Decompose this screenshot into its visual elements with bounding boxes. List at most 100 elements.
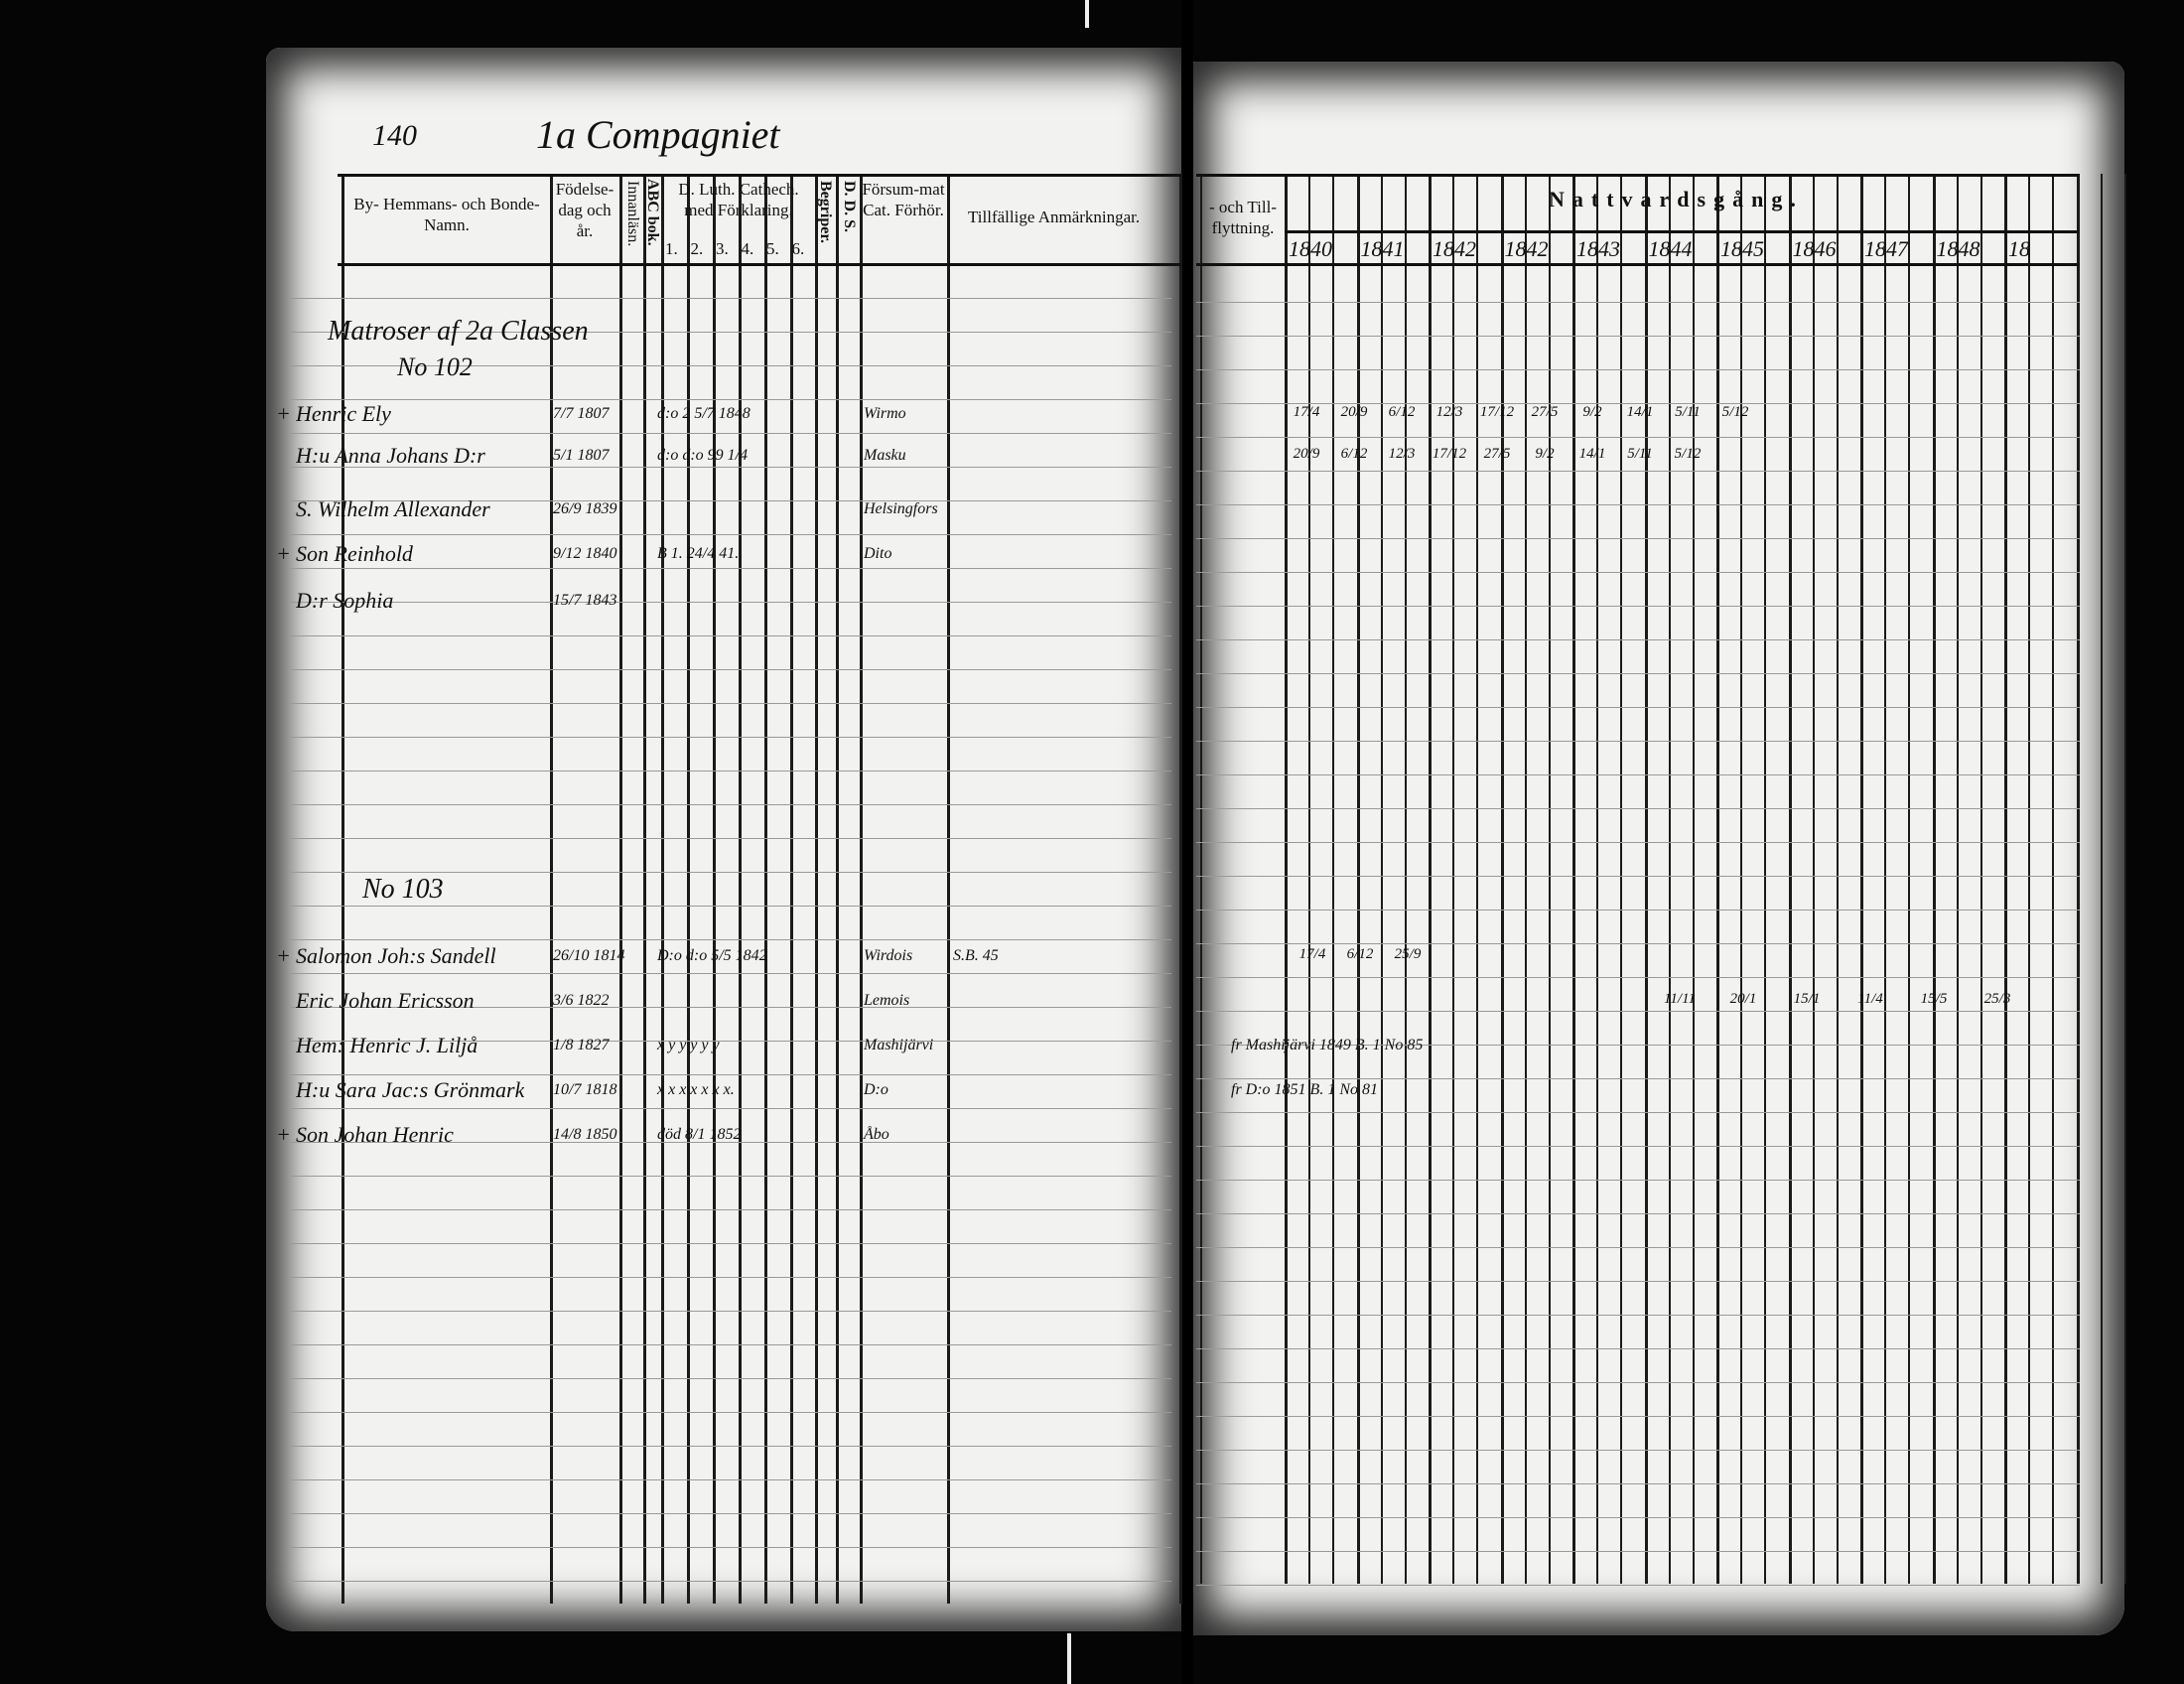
row-rule (1196, 1213, 2080, 1214)
column-rule (1200, 174, 1202, 1584)
column-rule (1332, 174, 1334, 1584)
column-rule (1644, 174, 1648, 1584)
communion-date: 17/4 (1298, 946, 1326, 962)
column-rule (661, 174, 664, 1604)
catech-part: 4. (741, 239, 754, 258)
row-rule (1196, 1112, 2080, 1113)
row-rule (288, 1378, 1171, 1379)
communion-date: 27/5 (1531, 404, 1559, 420)
communion-date: 12/3 (1388, 446, 1416, 462)
column-rule (1380, 174, 1383, 1584)
column-rule (1836, 174, 1839, 1584)
person-name: Eric Johan Ericsson (296, 988, 475, 1013)
row-rule (288, 872, 1171, 873)
column-rule (2076, 174, 2080, 1584)
catechism-marks: död 8/1 1852 (657, 1126, 742, 1143)
row-rule (1196, 977, 2080, 978)
catech-part: 6. (791, 239, 805, 258)
column-rule (550, 174, 553, 1604)
group-number: No 103 (362, 874, 444, 905)
row-rule (1196, 1315, 2080, 1316)
row-rule (1196, 639, 2080, 640)
column-rule (1500, 174, 1504, 1584)
examination-place: Helsingfors (864, 500, 938, 517)
row-rule (1196, 741, 2080, 742)
person-name: Son Johan Henric (296, 1122, 454, 1147)
header-nattvard: Nattvardsgång. (1549, 187, 1804, 211)
column-rule (739, 174, 742, 1604)
catech-part: 3. (716, 239, 729, 258)
examination-place: Masku (864, 447, 906, 464)
catech-part: 5. (766, 239, 779, 258)
examination-place: Wirdois (864, 947, 913, 964)
person-name: Henric Ely (296, 401, 391, 426)
header-rule (1196, 263, 2080, 266)
left-page (266, 48, 1184, 1631)
birth-date: 1/8 1827 (553, 1037, 610, 1053)
communion-date: 11/11 (1664, 991, 1696, 1007)
row-rule (1196, 302, 2080, 303)
communion-date: 9/2 (1582, 404, 1602, 420)
row-rule (288, 973, 1171, 974)
row-rule (1196, 876, 2080, 877)
column-rule (1908, 174, 1910, 1584)
header-name: By- Hemmans- och Bonde-Namn. (353, 195, 540, 234)
communion-date: 14/1 (1578, 446, 1606, 462)
row-rule (1196, 1045, 2080, 1046)
column-rule (643, 174, 646, 1604)
row-rule (288, 1446, 1171, 1447)
column-rule (1179, 174, 1182, 1604)
deceased-mark: + (276, 943, 291, 968)
column-rule (1884, 174, 1886, 1584)
row-rule (1196, 437, 2080, 438)
row-rule (1196, 538, 2080, 539)
column-rule (815, 174, 818, 1604)
row-rule (288, 1513, 1171, 1514)
birth-date: 9/12 1840 (553, 545, 617, 562)
row-rule (288, 399, 1171, 400)
header-anmarkningar: Tillfällige Anmärkningar. (968, 208, 1141, 226)
examination-place: Åbo (864, 1126, 889, 1143)
row-rule (288, 1547, 1171, 1548)
row-rule (288, 1209, 1171, 1210)
catechism-marks: D:o d:o 5/5 1842 (657, 947, 767, 964)
column-rule (1452, 174, 1454, 1584)
communion-date: 25/9 (1394, 946, 1422, 962)
person-name: S. Wilhelm Allexander (296, 496, 490, 521)
column-rule (1860, 174, 1863, 1584)
row-rule (288, 298, 1171, 299)
header-birth: Födelse-dag och år. (555, 180, 614, 240)
row-rule (1196, 1180, 2080, 1181)
column-rule (1979, 174, 1982, 1584)
communion-date: 12/3 (1435, 404, 1463, 420)
communion-date: 20/9 (1293, 446, 1320, 462)
birth-date: 26/9 1839 (553, 500, 617, 517)
column-rule (687, 174, 690, 1604)
column-rule (619, 174, 622, 1604)
header-rule (338, 174, 1181, 177)
row-rule (1196, 1551, 2080, 1552)
row-rule (288, 804, 1171, 805)
page-title: 1a Compagniet (536, 112, 780, 157)
catech-part: 1. (665, 239, 678, 258)
person-name: Hem: Henric J. Liljå (296, 1033, 478, 1057)
row-rule (288, 1344, 1171, 1345)
row-rule (1196, 504, 2080, 505)
column-rule (1740, 174, 1742, 1584)
communion-date: 6/12 (1388, 404, 1416, 420)
examination-place: Mashijärvi (864, 1037, 934, 1053)
book-binding (1181, 0, 1193, 1684)
column-rule (1692, 174, 1695, 1584)
row-rule (288, 1108, 1171, 1109)
year-header: 1843 (1576, 236, 1620, 261)
row-rule (288, 365, 1171, 366)
row-rule (1196, 1416, 2080, 1417)
column-rule (1764, 174, 1766, 1584)
column-rule (764, 174, 767, 1604)
header-begriper: Begriper. (817, 181, 834, 243)
row-rule (288, 906, 1171, 907)
row-rule (288, 602, 1171, 603)
communion-date: 20/1 (1729, 991, 1757, 1007)
deceased-mark: + (276, 541, 291, 566)
row-rule (1196, 774, 2080, 775)
